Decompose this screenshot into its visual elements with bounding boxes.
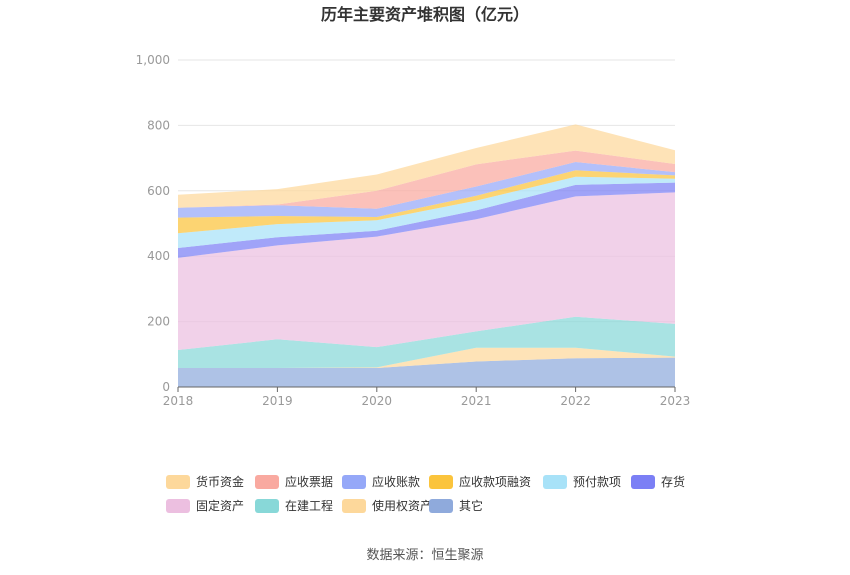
legend-label: 预付款项 [573, 475, 621, 489]
legend-label: 存货 [661, 474, 685, 489]
area-货币资金 [178, 124, 675, 208]
legend-swatch [255, 475, 279, 489]
x-tick-label: 2020 [362, 394, 393, 408]
area-其它 [178, 357, 675, 387]
area-在建工程 [178, 316, 675, 369]
area-应收款项融资 [178, 170, 675, 234]
legend-label: 应收票据 [285, 474, 333, 489]
legend-item: 应收账款 [342, 474, 420, 489]
legend-label: 货币资金 [196, 474, 244, 489]
y-tick-label: 800 [147, 118, 170, 132]
area-使用权资产 [178, 347, 675, 369]
area-存货 [178, 182, 675, 258]
legend-swatch [166, 475, 190, 489]
legend-item: 在建工程 [255, 498, 333, 513]
legend-item: 其它 [429, 498, 483, 513]
legend-item: 存货 [631, 474, 685, 489]
area-固定资产 [178, 192, 675, 351]
legend-label: 在建工程 [285, 498, 333, 513]
legend-label: 应收款项融资 [459, 474, 531, 489]
chart-title: 历年主要资产堆积图（亿元） [321, 5, 529, 24]
area-预付款项 [178, 176, 675, 249]
area-应收账款 [178, 162, 675, 218]
legend-label: 固定资产 [196, 498, 244, 513]
y-tick-label: 0 [162, 380, 170, 394]
legend-label: 应收账款 [372, 474, 420, 489]
y-tick-label: 400 [147, 249, 170, 263]
y-tick-label: 600 [147, 184, 170, 198]
x-tick-label: 2022 [560, 394, 591, 408]
legend-swatch [429, 475, 453, 489]
y-tick-label: 200 [147, 315, 170, 329]
legend-item: 应收票据 [255, 474, 333, 489]
legend-item: 货币资金 [166, 474, 244, 489]
legend-swatch [255, 499, 279, 513]
area-应收票据 [178, 150, 675, 209]
x-tick-label: 2018 [163, 394, 194, 408]
x-tick-label: 2019 [262, 394, 293, 408]
legend-item: 应收款项融资 [429, 474, 531, 489]
legend-swatch [543, 475, 567, 489]
legend-label: 其它 [459, 498, 483, 513]
area-series [178, 124, 675, 387]
x-axis: 2018 2019 2020 2021 2022 2023 [163, 386, 691, 408]
legend-swatch [166, 499, 190, 513]
legend-swatch [429, 499, 453, 513]
legend-item: 使用权资产 [342, 498, 432, 513]
y-axis: 0 200 400 600 800 1,000 [136, 53, 170, 394]
legend-swatch [342, 475, 366, 489]
y-tick-label: 1,000 [136, 53, 170, 67]
x-tick-label: 2023 [660, 394, 691, 408]
data-source: 数据来源：恒生聚源 [366, 548, 483, 563]
x-tick-label: 2021 [461, 394, 492, 408]
legend-item: 固定资产 [166, 498, 244, 513]
legend-item: 预付款项 [543, 475, 621, 489]
legend-label: 使用权资产 [372, 498, 432, 513]
legend-swatch [631, 475, 655, 489]
legend-swatch [342, 499, 366, 513]
